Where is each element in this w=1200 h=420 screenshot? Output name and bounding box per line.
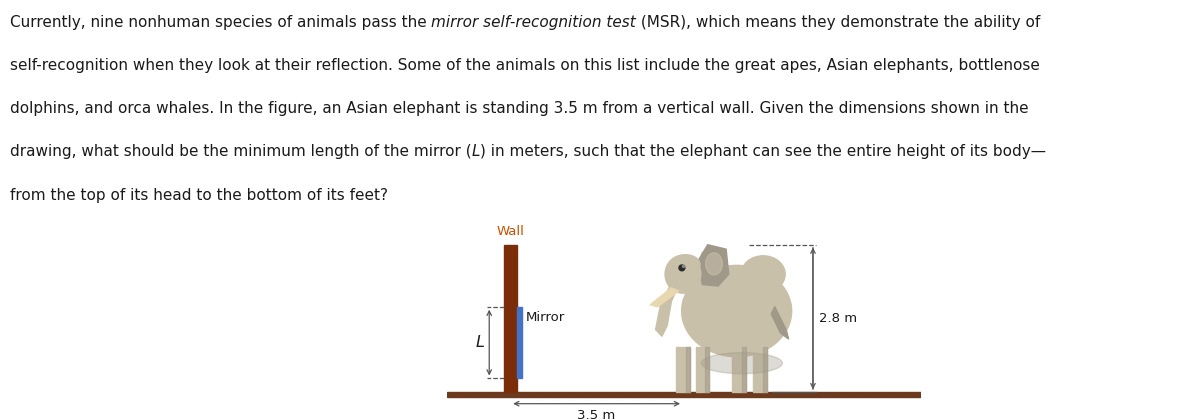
Ellipse shape [701, 353, 782, 374]
Ellipse shape [706, 253, 722, 275]
Text: Wall: Wall [497, 226, 524, 239]
Ellipse shape [665, 255, 701, 293]
Text: from the top of its head to the bottom of its feet?: from the top of its head to the bottom o… [10, 188, 388, 202]
Text: self-recognition when they look at their reflection. Some of the animals on this: self-recognition when they look at their… [10, 58, 1039, 74]
Ellipse shape [682, 265, 792, 357]
Text: 3.5 m: 3.5 m [577, 409, 616, 420]
Bar [504, 245, 517, 392]
Polygon shape [697, 245, 728, 286]
Bar [732, 347, 746, 392]
Text: mirror self-recognition test: mirror self-recognition test [431, 15, 636, 30]
Circle shape [683, 265, 684, 268]
Bar [763, 347, 767, 392]
Bar [685, 347, 690, 392]
Ellipse shape [742, 256, 785, 293]
Text: Currently, nine nonhuman species of animals pass the: Currently, nine nonhuman species of anim… [10, 15, 431, 30]
Text: Mirror: Mirror [526, 311, 565, 324]
Bar [517, 307, 522, 378]
Bar [696, 347, 709, 392]
Polygon shape [650, 288, 679, 307]
Text: L: L [475, 335, 484, 350]
Polygon shape [772, 307, 788, 339]
Polygon shape [692, 252, 721, 304]
Bar [676, 347, 690, 392]
Text: (MSR), which means they demonstrate the ability of: (MSR), which means they demonstrate the … [636, 15, 1040, 30]
Text: ) in meters, such that the elephant can see the entire height of its body—: ) in meters, such that the elephant can … [480, 144, 1045, 160]
Bar [742, 347, 746, 392]
Ellipse shape [671, 255, 700, 275]
Bar [754, 347, 767, 392]
Text: dolphins, and orca whales. In the figure, an Asian elephant is standing 3.5 m fr: dolphins, and orca whales. In the figure… [10, 101, 1028, 116]
Text: 2.8 m: 2.8 m [820, 312, 858, 325]
Bar [706, 347, 709, 392]
Text: drawing, what should be the minimum length of the mirror (: drawing, what should be the minimum leng… [10, 144, 472, 160]
Polygon shape [655, 282, 679, 336]
Bar [448, 392, 920, 397]
Text: L: L [472, 144, 480, 160]
Circle shape [679, 265, 685, 271]
